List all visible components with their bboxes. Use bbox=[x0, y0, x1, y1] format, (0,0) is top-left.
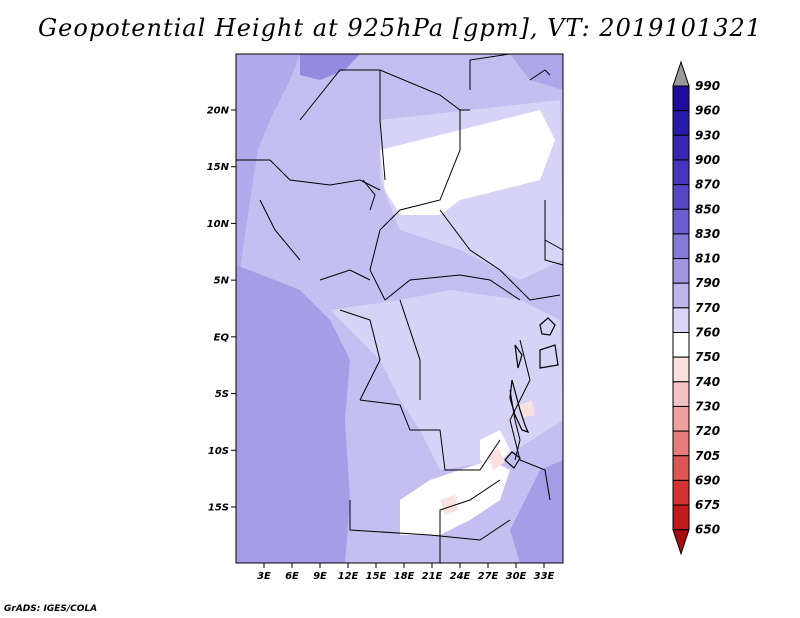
lon-label: 15E bbox=[366, 571, 387, 582]
colorbar-segment bbox=[672, 332, 690, 358]
longitude-axis: 3E 6E 9E 12E 15E 18E 21E 24E 27E 30E 33E bbox=[257, 563, 555, 582]
colorbar-segment bbox=[672, 356, 690, 383]
colorbar-segment bbox=[672, 282, 690, 309]
lat-label: EQ bbox=[214, 332, 230, 343]
lat-label: 15S bbox=[208, 503, 229, 514]
colorbar-segment bbox=[672, 110, 690, 136]
lat-label: 10S bbox=[208, 446, 229, 457]
colorbar-label: 770 bbox=[695, 301, 720, 315]
colorbar-segment bbox=[672, 159, 690, 186]
colorbar-segment bbox=[672, 381, 690, 407]
colorbar-segment bbox=[672, 184, 690, 210]
colorbar-label: 705 bbox=[695, 449, 720, 463]
colorbar-segment bbox=[672, 405, 690, 432]
colorbar-segment bbox=[672, 233, 690, 260]
colorbar-label: 690 bbox=[695, 473, 720, 487]
colorbar-segment bbox=[672, 455, 690, 481]
colorbar-segment bbox=[672, 208, 690, 235]
colorbar-label: 870 bbox=[695, 178, 720, 192]
lon-label: 30E bbox=[506, 571, 527, 582]
lat-label: 10N bbox=[207, 219, 230, 230]
credit-text: GrADS: IGES/COLA bbox=[4, 604, 98, 614]
colorbar-segment bbox=[672, 134, 690, 161]
colorbar-segment bbox=[672, 307, 690, 334]
colorbar-segment bbox=[672, 504, 690, 531]
colorbar-label: 730 bbox=[695, 399, 720, 413]
colorbar-label: 830 bbox=[695, 227, 720, 241]
lon-label: 24E bbox=[450, 571, 471, 582]
lon-label: 33E bbox=[534, 571, 555, 582]
colorbar-label: 750 bbox=[695, 350, 720, 364]
map-panel bbox=[235, 53, 564, 564]
colorbar-label: 740 bbox=[695, 375, 720, 389]
colorbar-label: 720 bbox=[695, 424, 720, 438]
lon-label: 6E bbox=[285, 571, 299, 582]
lon-label: 12E bbox=[338, 571, 359, 582]
lon-label: 21E bbox=[422, 571, 443, 582]
colorbar-label: 960 bbox=[695, 104, 720, 118]
colorbar-segment bbox=[672, 430, 690, 457]
lat-label: 15N bbox=[207, 162, 230, 173]
lat-label: 5S bbox=[215, 389, 229, 400]
lon-label: 9E bbox=[313, 571, 327, 582]
lat-label: 20N bbox=[207, 106, 230, 117]
lon-label: 3E bbox=[257, 571, 271, 582]
colorbar-label: 675 bbox=[695, 498, 720, 512]
colorbar-label: 810 bbox=[695, 252, 720, 266]
colorbar-segment bbox=[672, 479, 690, 506]
colorbar-top-arrow bbox=[672, 60, 690, 87]
colorbar-label: 850 bbox=[695, 202, 720, 216]
colorbar-bottom-arrow bbox=[672, 529, 690, 556]
colorbar-label: 650 bbox=[695, 523, 720, 537]
colorbar-label: 900 bbox=[695, 153, 720, 167]
lon-label: 27E bbox=[478, 571, 499, 582]
lat-label: 5N bbox=[214, 276, 230, 287]
colorbar-label: 760 bbox=[695, 326, 720, 340]
colorbar: 990 960 930 900 870 850 830 810 790 770 760 750 740 7… bbox=[672, 60, 720, 556]
lon-label: 18E bbox=[394, 571, 415, 582]
latitude-axis: 20N 15N 10N 5N EQ 5S 10S 15S bbox=[207, 106, 236, 514]
map-title: Geopotential Height at 925hPa [gpm], VT:… bbox=[38, 14, 762, 42]
colorbar-segment bbox=[672, 85, 690, 112]
colorbar-segment bbox=[672, 258, 690, 284]
colorbar-label: 790 bbox=[695, 276, 720, 290]
colorbar-label: 930 bbox=[695, 128, 720, 142]
colorbar-label: 990 bbox=[695, 79, 720, 93]
